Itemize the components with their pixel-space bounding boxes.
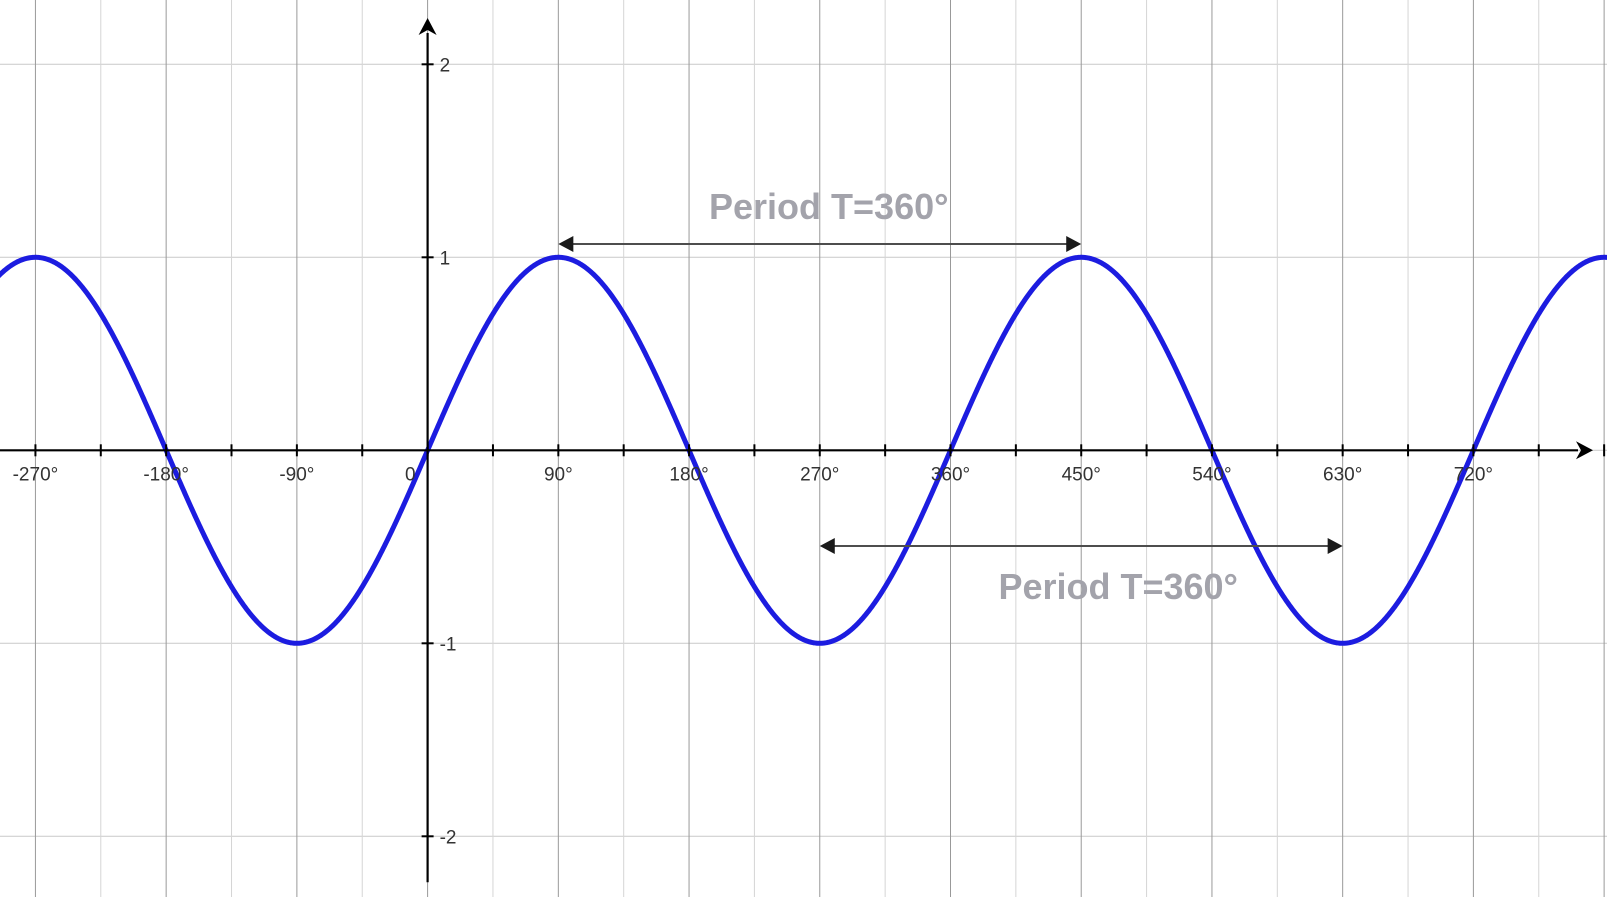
- svg-text:-90°: -90°: [279, 464, 314, 485]
- svg-text:180°: 180°: [669, 464, 708, 485]
- svg-text:-1: -1: [440, 634, 457, 655]
- svg-text:-270°: -270°: [13, 464, 59, 485]
- svg-text:720°: 720°: [1454, 464, 1493, 485]
- svg-text:2: 2: [440, 55, 451, 76]
- svg-text:0: 0: [405, 464, 416, 485]
- svg-text:540°: 540°: [1192, 464, 1231, 485]
- svg-text:Period T=360°: Period T=360°: [998, 566, 1238, 607]
- svg-text:-2: -2: [440, 827, 457, 848]
- svg-text:450°: 450°: [1062, 464, 1101, 485]
- svg-text:270°: 270°: [800, 464, 839, 485]
- svg-text:-180°: -180°: [143, 464, 189, 485]
- svg-text:Period T=360°: Period T=360°: [709, 186, 949, 227]
- svg-text:630°: 630°: [1323, 464, 1362, 485]
- svg-text:360°: 360°: [931, 464, 970, 485]
- svg-text:90°: 90°: [544, 464, 573, 485]
- svg-text:1: 1: [440, 248, 451, 269]
